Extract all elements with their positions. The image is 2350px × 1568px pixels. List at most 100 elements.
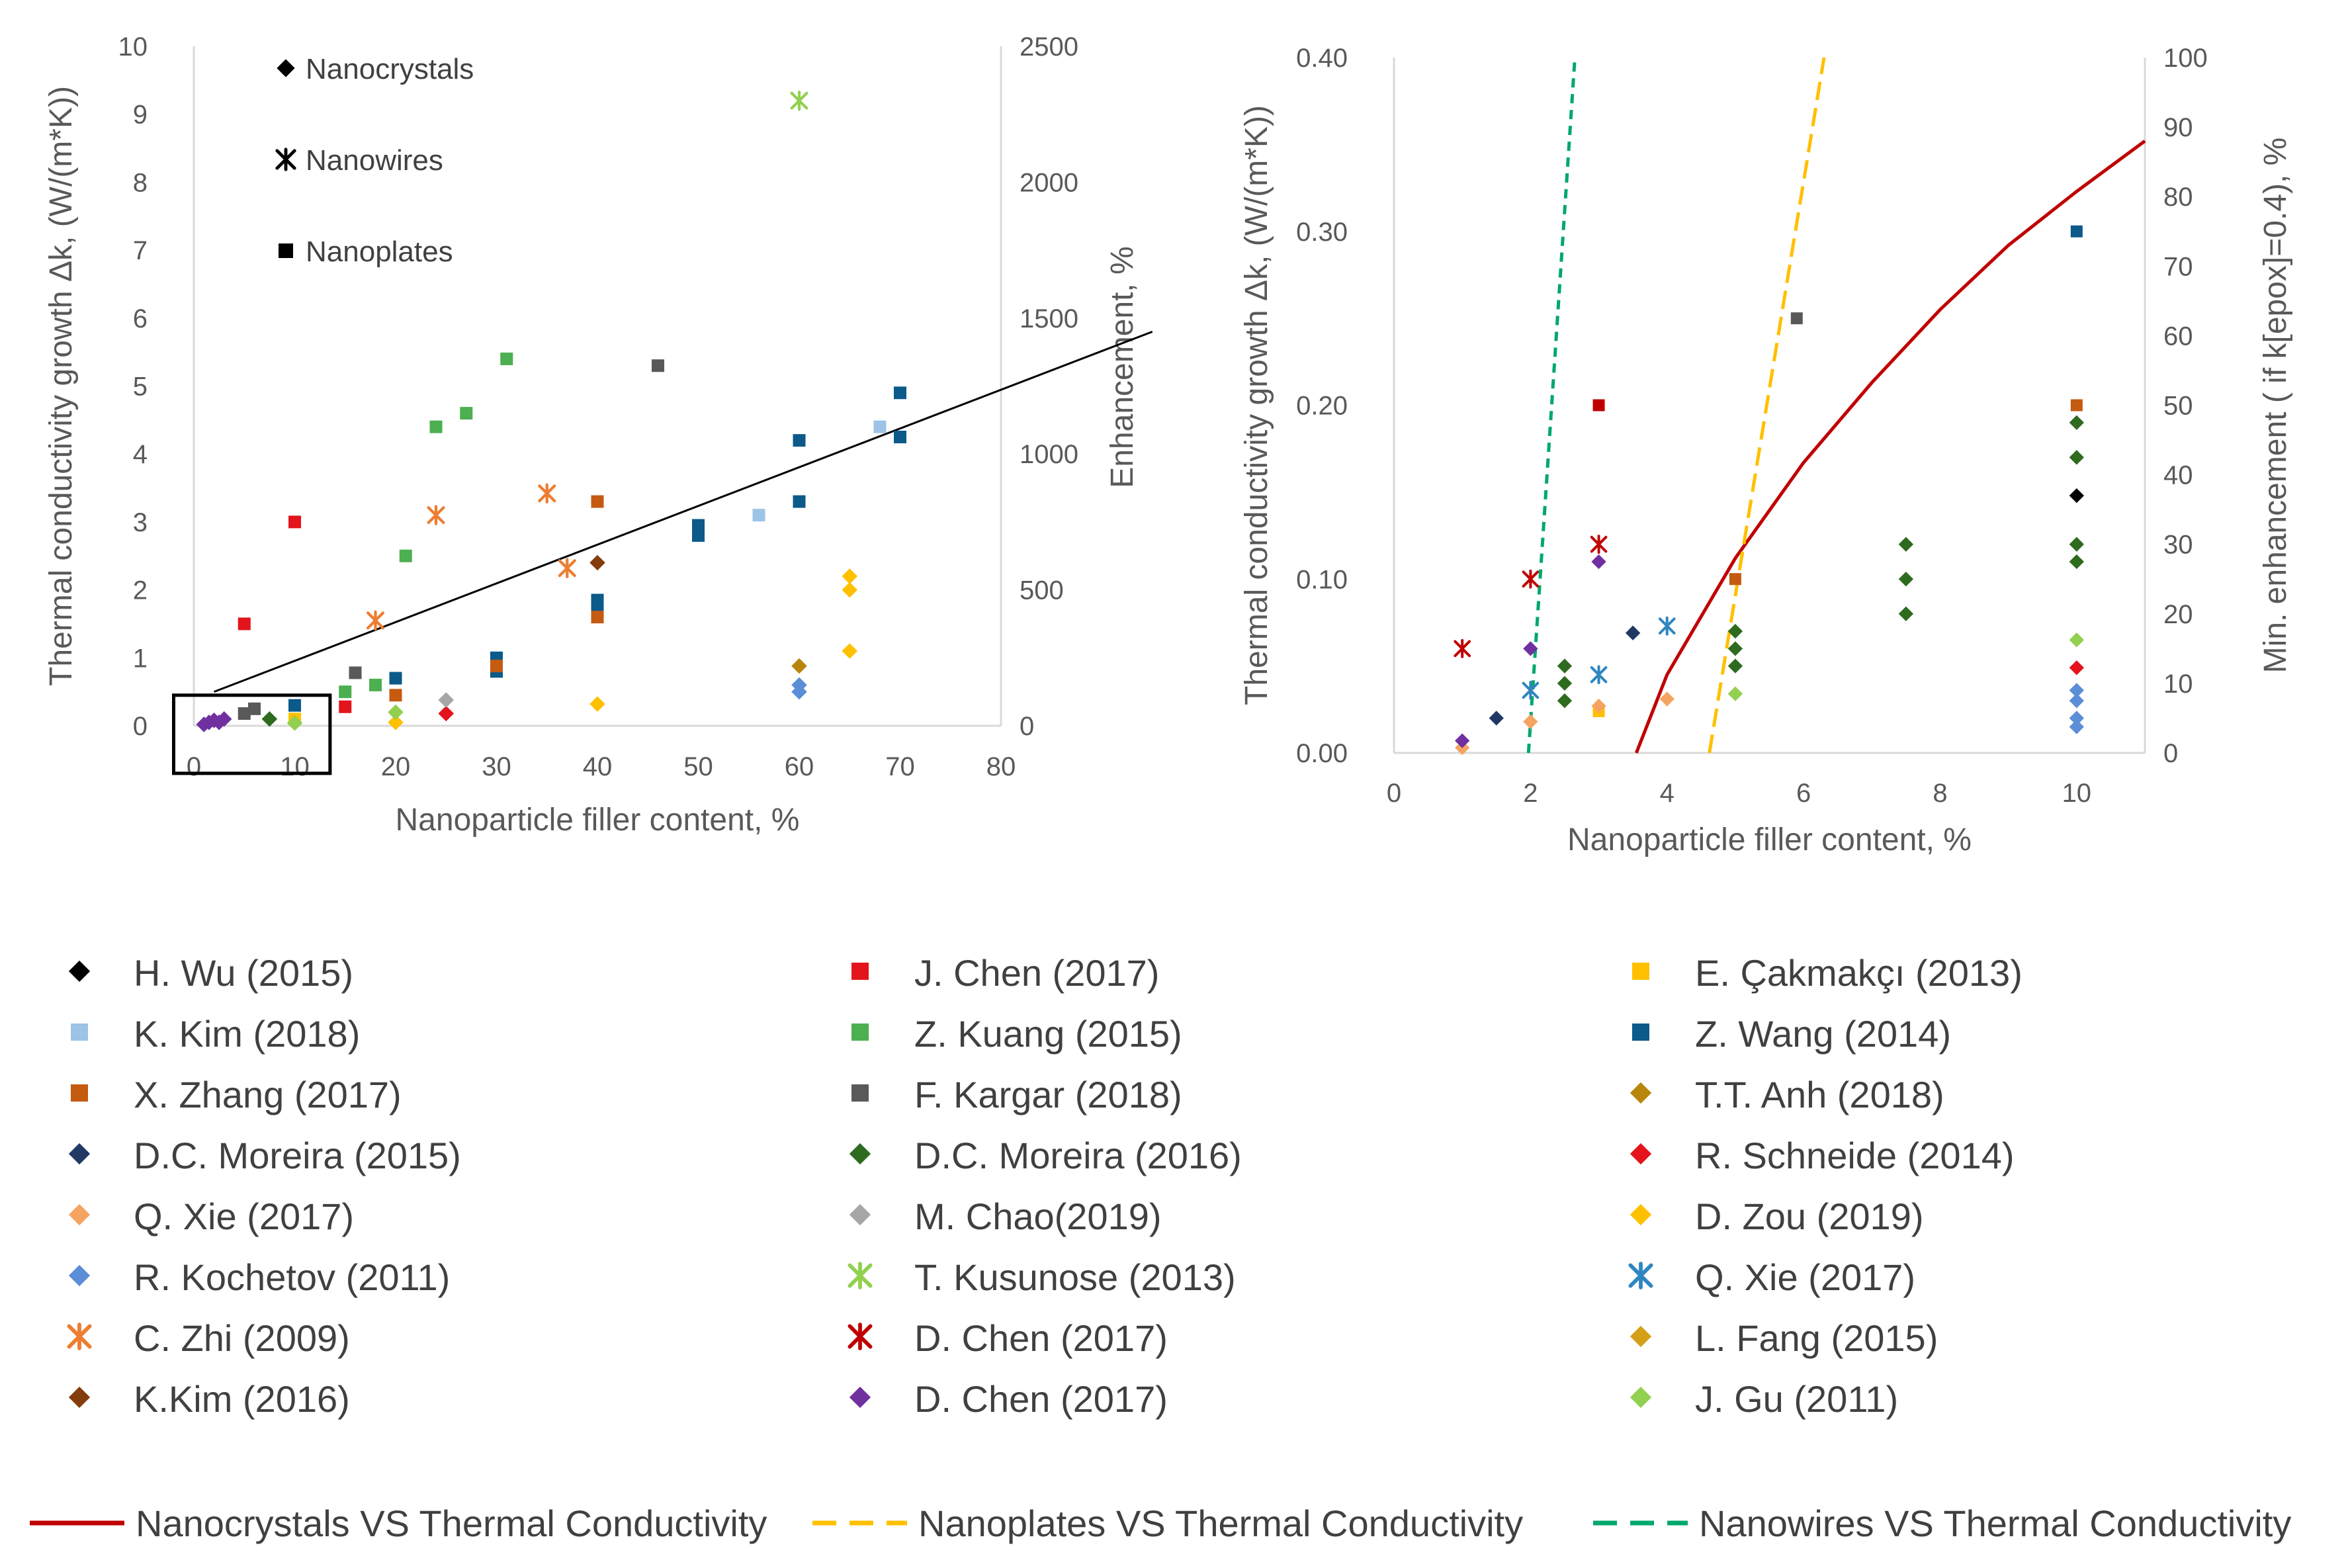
data-point — [2069, 683, 2084, 698]
data-point — [873, 420, 887, 433]
legend-marker — [71, 1084, 88, 1102]
y2-tick-label: 500 — [1020, 576, 1064, 605]
data-point — [366, 610, 385, 631]
legend-item: J. Gu (2011) — [1630, 1378, 1898, 1420]
shape-key-label: Nanowires — [306, 144, 443, 177]
y2-tick-label: 0 — [1020, 712, 1034, 741]
x-tick-label: 30 — [482, 752, 511, 781]
data-point — [1592, 399, 1605, 412]
fit-line — [1708, 57, 1826, 754]
data-point — [1591, 698, 1606, 714]
legend-marker — [68, 960, 91, 982]
data-point — [500, 352, 513, 365]
y2-tick-label: 0 — [2163, 739, 2178, 768]
data-point — [2069, 693, 2084, 709]
legend-line-item: Nanowires VS Thermal Conductivity — [1593, 1503, 2291, 1544]
data-point — [1727, 658, 1743, 674]
data-point — [211, 715, 227, 730]
data-point — [389, 689, 402, 702]
x-axis-title: Nanoparticle filler content, % — [396, 803, 800, 838]
shape-key-label: Nanoplates — [306, 236, 453, 268]
legend-marker — [1630, 1143, 1652, 1165]
legend-label: Z. Wang (2014) — [1695, 1013, 1951, 1055]
legend-label: Z. Kuang (2015) — [914, 1013, 1182, 1055]
data-point — [1557, 675, 1573, 691]
data-point — [1522, 569, 1540, 589]
data-point — [349, 666, 362, 679]
fit-line — [1526, 57, 1577, 754]
legend-label: J. Gu (2011) — [1695, 1378, 1898, 1420]
legend-marker — [1630, 1386, 1652, 1409]
data-point — [1898, 572, 1914, 587]
y-axis-title: Thermal conductivity growth Δk, (W/(m*K)… — [44, 86, 79, 686]
data-point — [2069, 660, 2084, 675]
legend-item: D. Zou (2019) — [1630, 1196, 1924, 1237]
legend-label: L. Fang (2015) — [1695, 1317, 1938, 1359]
y2-tick-label: 2000 — [1020, 168, 1078, 197]
legend-marker — [851, 1084, 869, 1102]
legend-label: K.Kim (2016) — [134, 1378, 350, 1420]
legend-marker — [849, 1143, 871, 1165]
legend-marker — [848, 1323, 873, 1350]
y-tick-label: 0.10 — [1296, 565, 1348, 594]
data-point — [429, 420, 443, 433]
legend-marker — [1628, 1262, 1653, 1289]
x-axis-title: Nanoparticle filler content, % — [1567, 822, 1972, 857]
legend-marker — [1632, 1024, 1649, 1041]
legend-line-label: Nanowires VS Thermal Conductivity — [1699, 1503, 2291, 1544]
data-point — [842, 582, 858, 598]
legend-marker — [1630, 1325, 1652, 1348]
legend-marker — [67, 1323, 92, 1350]
legend-marker — [68, 1203, 91, 1226]
legend-item: Z. Kuang (2015) — [851, 1013, 1182, 1055]
legend-item: T.T. Anh (2018) — [1630, 1074, 1944, 1115]
data-point — [791, 658, 807, 674]
legend-item: C. Zhi (2009) — [67, 1317, 350, 1359]
data-point — [261, 711, 278, 727]
legend-label: K. Kim (2018) — [134, 1013, 360, 1055]
data-point — [2070, 225, 2083, 238]
x-tick-label: 20 — [381, 752, 411, 781]
data-point — [842, 643, 858, 659]
legend-marker — [1630, 1203, 1652, 1226]
legend-marker — [849, 1386, 871, 1409]
data-point — [216, 711, 232, 727]
y2-axis-title: Min. enhancement ( if k[epox]=0.4), % — [2258, 138, 2293, 674]
chart-left: 0 10 20 30 40 50 60 70 8001234567891005001000150… — [44, 32, 1153, 838]
data-point — [894, 386, 906, 400]
data-point — [388, 704, 404, 720]
legend-label: H. Wu (2015) — [134, 952, 353, 994]
y-tick-label: 7 — [133, 236, 148, 265]
y2-tick-label: 20 — [2163, 600, 2193, 629]
x-tick-label: 6 — [1796, 779, 1811, 808]
legend-label: R. Schneide (2014) — [1695, 1135, 2015, 1176]
shape-key-marker — [277, 59, 295, 77]
y-tick-label: 0.20 — [1296, 392, 1348, 421]
data-point — [388, 715, 404, 730]
legend-item: M. Chao(2019) — [849, 1196, 1162, 1237]
shape-key-label: Nanocrystals — [306, 53, 474, 85]
legend-item: T. Kusunose (2013) — [848, 1256, 1236, 1298]
legend-label: C. Zhi (2009) — [134, 1317, 350, 1359]
legend-item: R. Schneide (2014) — [1630, 1135, 2015, 1176]
legend-item: L. Fang (2015) — [1630, 1317, 1938, 1359]
data-point — [238, 707, 251, 720]
y2-axis-title: Enhancement, % — [1105, 246, 1140, 488]
data-point — [1790, 312, 1803, 325]
x-tick-label: 10 — [2062, 779, 2092, 808]
y-tick-label: 0.40 — [1296, 44, 1348, 73]
data-point — [793, 434, 806, 447]
x-tick-label: 40 — [583, 752, 613, 781]
y-tick-label: 0 — [133, 712, 148, 741]
data-point — [438, 692, 455, 708]
legend-marker — [68, 1143, 91, 1165]
y-tick-label: 3 — [133, 508, 148, 537]
shape-key-marker — [275, 148, 296, 171]
legend-item: Q. Xie (2017) — [68, 1196, 354, 1237]
legend: H. Wu (2015) J. Chen (2017) E. Çakmakçı (2… — [30, 952, 2291, 1544]
legend-item: D.C. Moreira (2016) — [849, 1135, 1242, 1176]
data-point — [460, 407, 473, 420]
legend-label: T.T. Anh (2018) — [1695, 1074, 1944, 1115]
legend-label: J. Chen (2017) — [914, 952, 1159, 994]
